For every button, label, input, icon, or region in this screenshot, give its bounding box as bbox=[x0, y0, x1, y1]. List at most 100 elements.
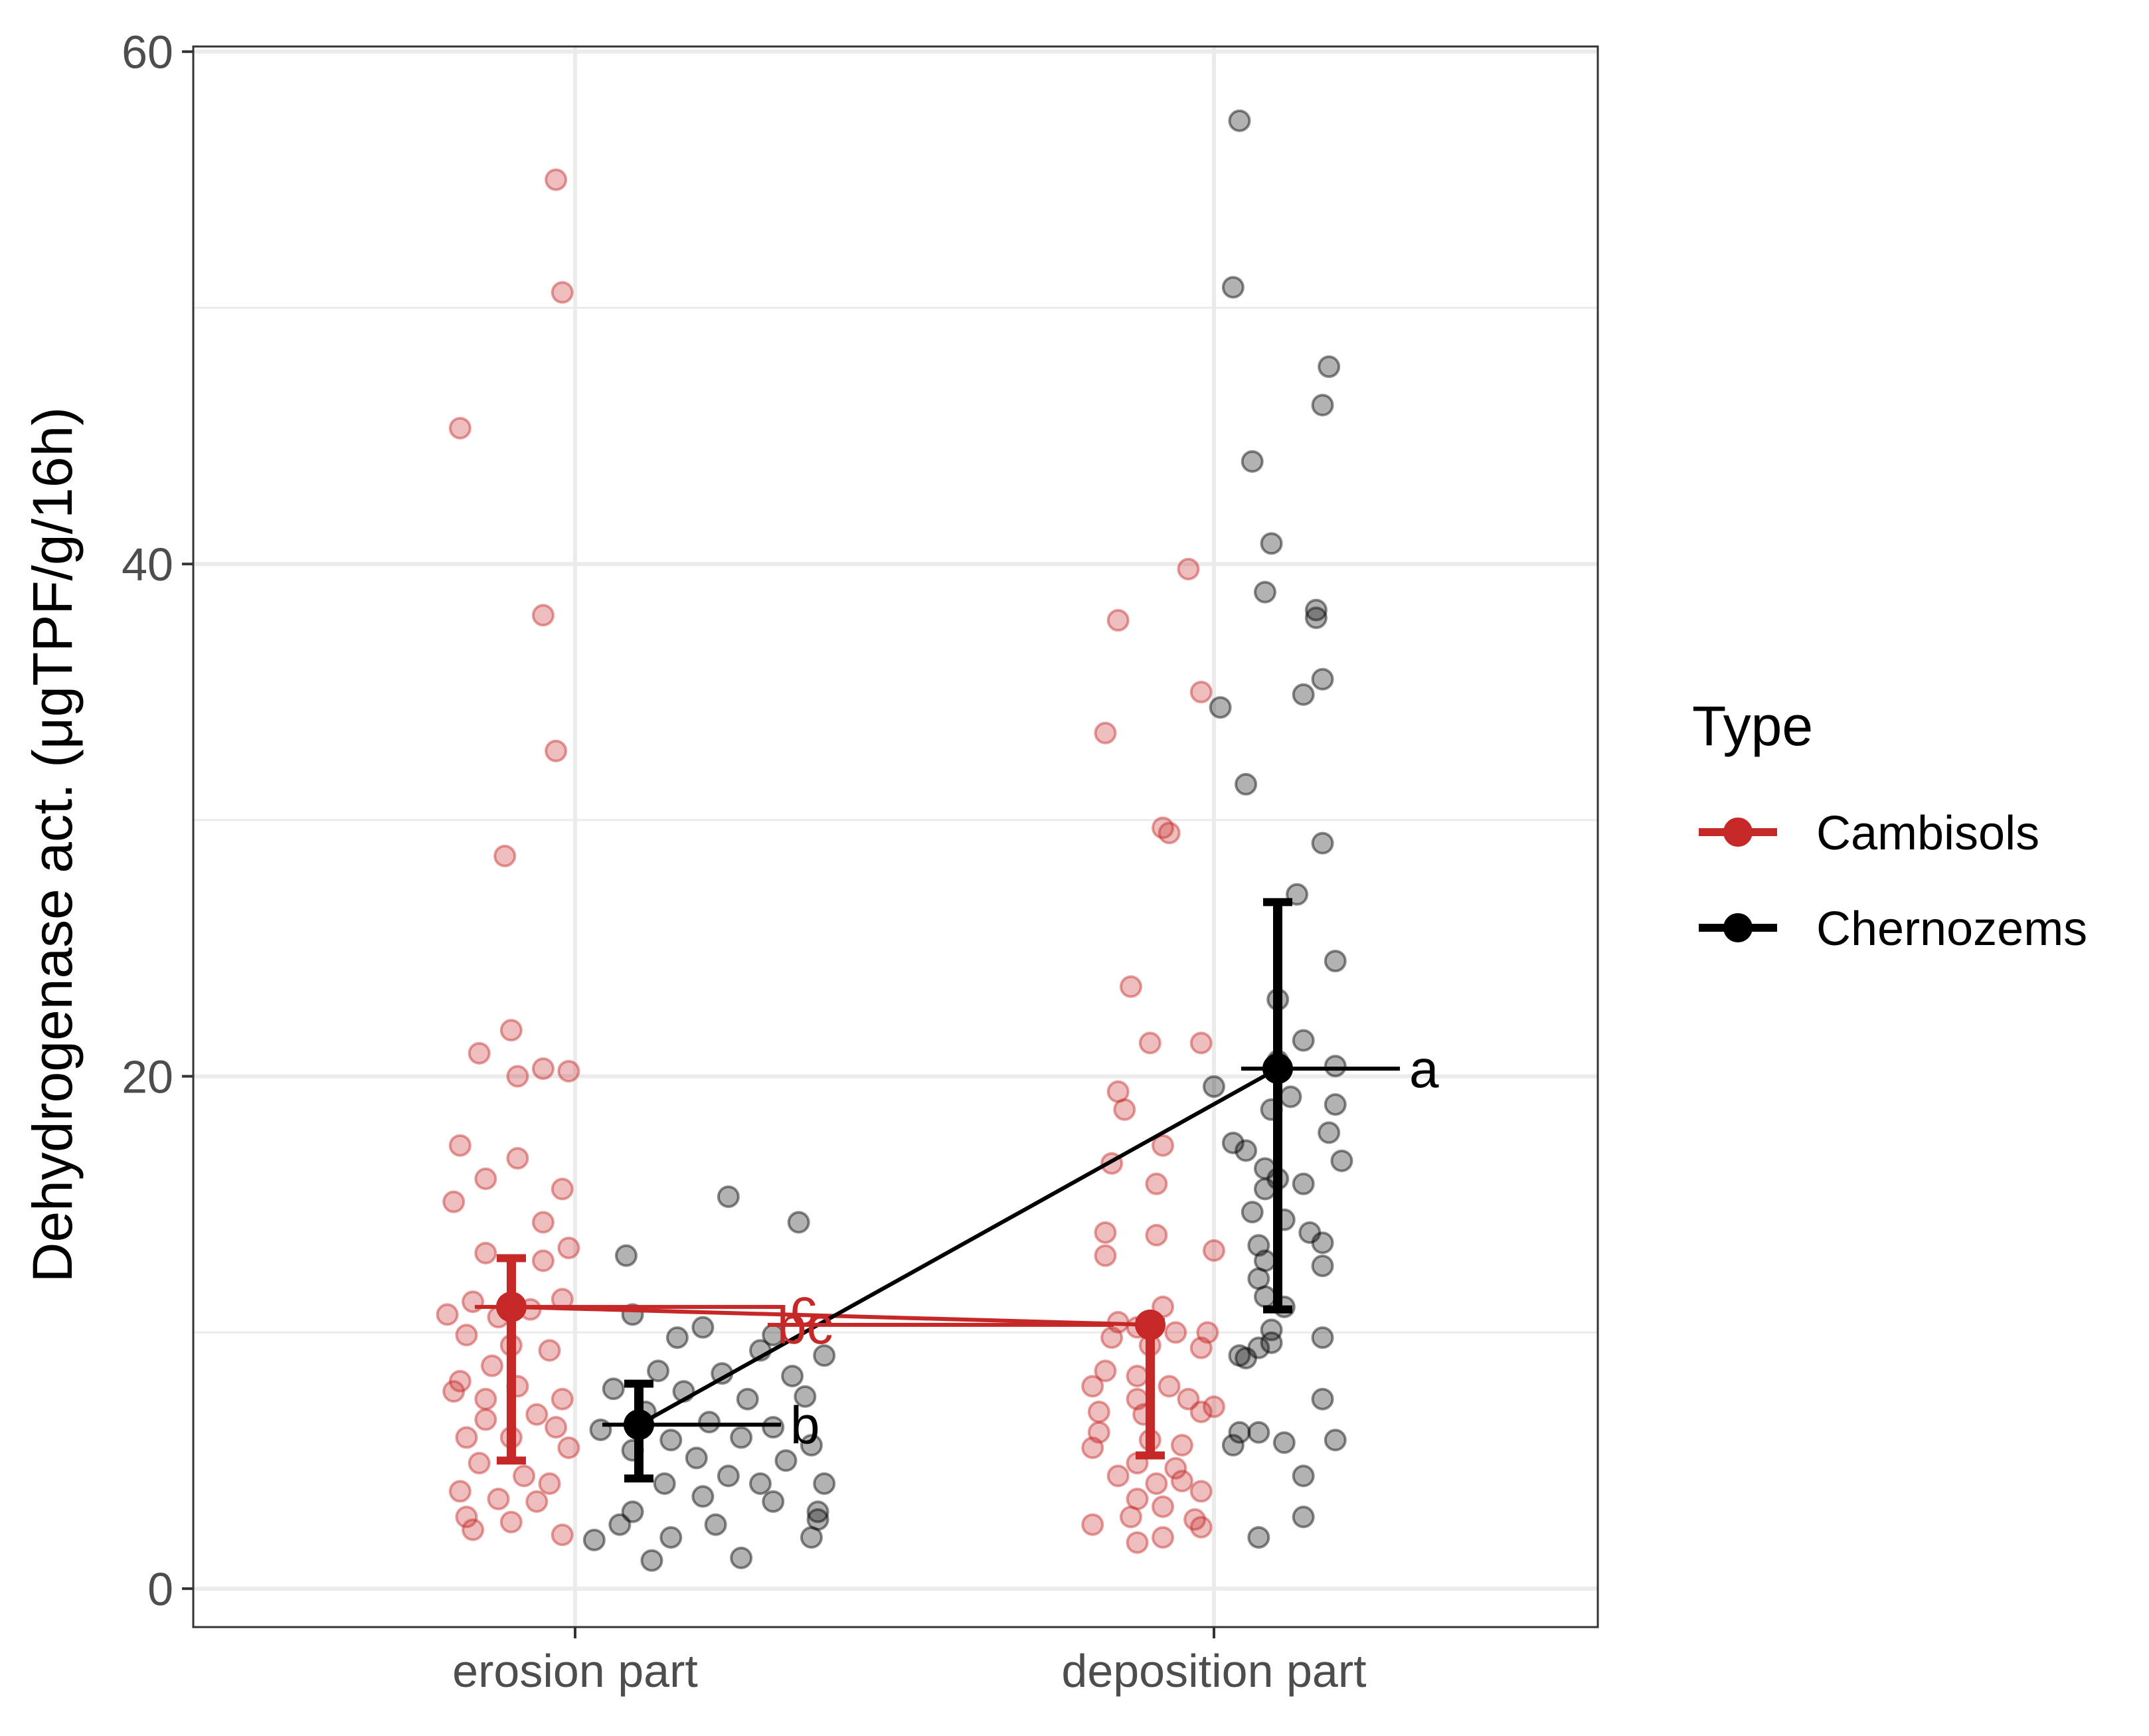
data-point bbox=[762, 1490, 785, 1513]
data-point bbox=[1311, 1387, 1334, 1411]
data-point bbox=[551, 1177, 574, 1201]
data-point bbox=[608, 1513, 632, 1536]
data-point bbox=[487, 1488, 510, 1511]
data-point bbox=[455, 1426, 478, 1449]
plot-border bbox=[192, 45, 1599, 1628]
data-point bbox=[531, 1211, 555, 1234]
data-point bbox=[1221, 1434, 1245, 1457]
data-point bbox=[442, 1380, 466, 1403]
data-point bbox=[774, 1449, 798, 1472]
plot-panel bbox=[193, 46, 1598, 1627]
data-point bbox=[1247, 1234, 1270, 1257]
data-point bbox=[1087, 1421, 1110, 1444]
data-point bbox=[813, 1344, 836, 1367]
data-point bbox=[1253, 1285, 1276, 1308]
data-point bbox=[1126, 1364, 1149, 1387]
data-point bbox=[557, 1237, 580, 1260]
data-point bbox=[1260, 1318, 1283, 1342]
data-point bbox=[736, 1387, 759, 1411]
data-point bbox=[1087, 1400, 1110, 1423]
data-point bbox=[462, 1518, 485, 1541]
data-point bbox=[1311, 1326, 1334, 1349]
data-point bbox=[436, 1303, 459, 1326]
data-point bbox=[1235, 1346, 1258, 1369]
data-point bbox=[455, 1324, 478, 1347]
data-point bbox=[1152, 1525, 1175, 1549]
data-point bbox=[531, 1057, 555, 1081]
data-point bbox=[545, 168, 568, 191]
data-point bbox=[1189, 1480, 1213, 1503]
data-point bbox=[1241, 1201, 1264, 1224]
data-point bbox=[1311, 1255, 1334, 1278]
data-point bbox=[448, 1480, 472, 1503]
data-point bbox=[1253, 580, 1276, 604]
legend-label-cambisols: Cambisols bbox=[1816, 807, 2039, 860]
data-point bbox=[1189, 1516, 1213, 1539]
data-point bbox=[1113, 1098, 1136, 1121]
data-point bbox=[1138, 1031, 1161, 1055]
data-point bbox=[525, 1490, 549, 1513]
legend-item-cambisols: Cambisols bbox=[1699, 807, 2039, 860]
data-point bbox=[640, 1549, 663, 1572]
data-point bbox=[659, 1429, 683, 1452]
data-point bbox=[1081, 1513, 1104, 1536]
data-point bbox=[685, 1446, 708, 1470]
data-point bbox=[1170, 1434, 1193, 1457]
data-point bbox=[1183, 1508, 1207, 1531]
data-point bbox=[1119, 1506, 1142, 1529]
data-point bbox=[1318, 355, 1341, 379]
data-point bbox=[474, 1387, 497, 1411]
data-point bbox=[468, 1452, 491, 1475]
data-point bbox=[748, 1472, 772, 1495]
data-point bbox=[525, 1403, 549, 1426]
data-point bbox=[1253, 1177, 1276, 1201]
data-point bbox=[1324, 1429, 1347, 1452]
significance-letter: b bbox=[790, 1395, 820, 1454]
data-point bbox=[1106, 1464, 1130, 1488]
data-point bbox=[794, 1385, 817, 1408]
data-point bbox=[730, 1426, 753, 1449]
data-point bbox=[698, 1411, 721, 1434]
data-point bbox=[1279, 1085, 1302, 1108]
data-point bbox=[1177, 1387, 1200, 1411]
data-point bbox=[1311, 831, 1334, 855]
data-points bbox=[436, 109, 1353, 1572]
data-point bbox=[1145, 1223, 1168, 1247]
legend-title: Type bbox=[1692, 695, 1813, 757]
data-point bbox=[1292, 1464, 1315, 1488]
data-point bbox=[448, 1369, 472, 1393]
data-point bbox=[1318, 1121, 1341, 1144]
data-point bbox=[730, 1546, 753, 1569]
data-point bbox=[1152, 816, 1175, 839]
data-point bbox=[1241, 450, 1264, 473]
x-tick-label: deposition part bbox=[1061, 1645, 1366, 1697]
data-point bbox=[1203, 1239, 1225, 1262]
data-point bbox=[1126, 1488, 1149, 1511]
data-point bbox=[1106, 609, 1130, 632]
data-point bbox=[1292, 683, 1315, 706]
data-point bbox=[1100, 1326, 1124, 1349]
significance-letter: bc bbox=[777, 1296, 833, 1355]
data-point bbox=[1324, 1055, 1347, 1078]
data-point bbox=[787, 1211, 810, 1234]
data-point bbox=[474, 1241, 497, 1264]
data-point bbox=[538, 1472, 561, 1495]
data-point bbox=[1292, 1029, 1315, 1052]
data-point bbox=[531, 604, 555, 627]
mean-lines bbox=[511, 1067, 1279, 1427]
data-point bbox=[1292, 1506, 1315, 1529]
data-point bbox=[621, 1500, 644, 1523]
data-point bbox=[717, 1464, 740, 1488]
y-tick-label: 0 bbox=[147, 1563, 173, 1615]
data-point bbox=[1106, 1080, 1130, 1103]
data-point bbox=[1203, 1395, 1225, 1419]
data-point bbox=[800, 1434, 823, 1457]
significance-letter: c bbox=[790, 1278, 817, 1337]
data-point bbox=[691, 1485, 715, 1508]
data-point bbox=[813, 1472, 836, 1495]
data-point bbox=[1260, 532, 1283, 555]
data-point bbox=[653, 1472, 676, 1495]
legend-swatch-dot bbox=[1723, 818, 1753, 847]
data-point bbox=[1164, 1321, 1187, 1344]
data-point bbox=[1247, 1421, 1270, 1444]
